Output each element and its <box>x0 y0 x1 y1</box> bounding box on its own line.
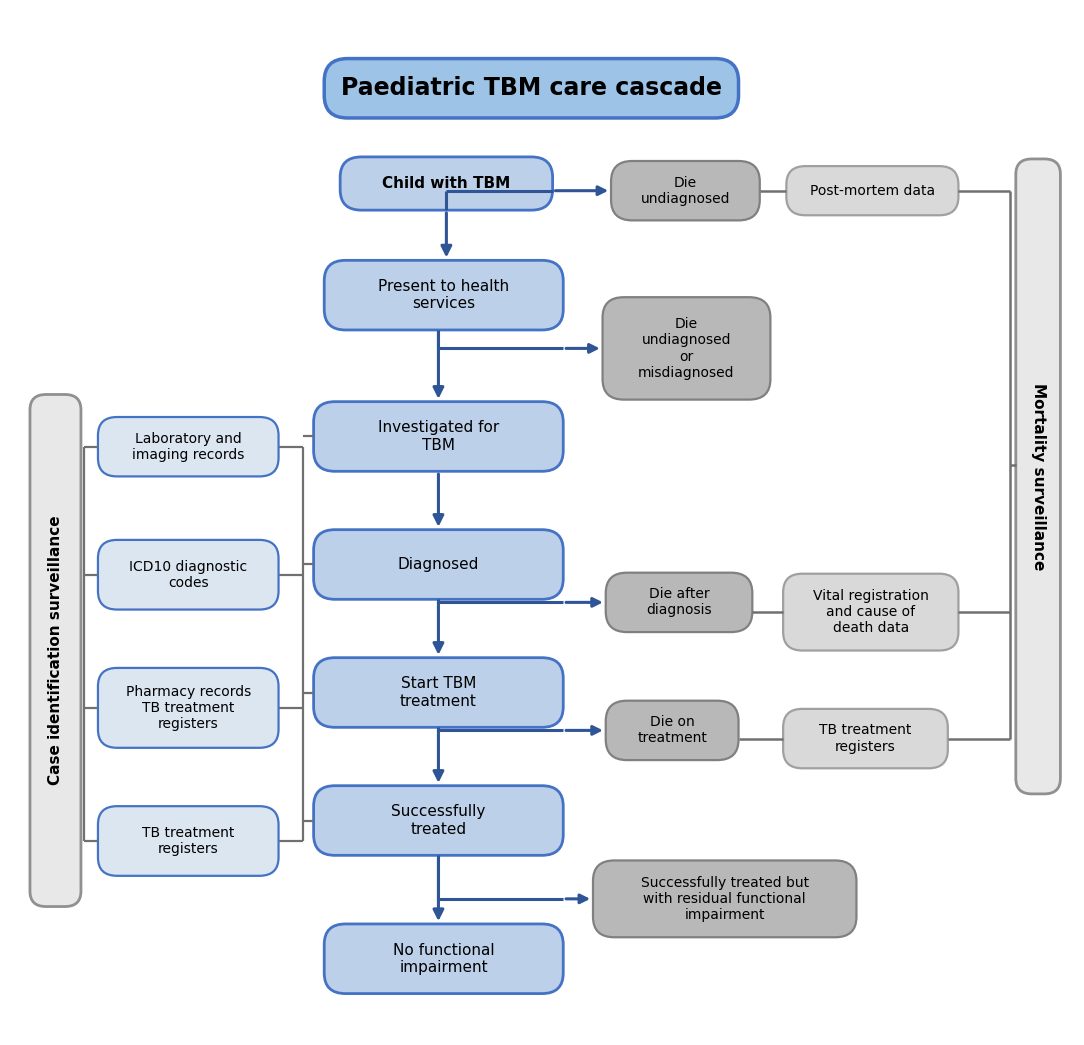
Text: Case identification surveillance: Case identification surveillance <box>48 515 63 786</box>
FancyBboxPatch shape <box>30 394 81 906</box>
Text: ICD10 diagnostic
codes: ICD10 diagnostic codes <box>129 560 247 589</box>
FancyBboxPatch shape <box>313 786 564 855</box>
FancyBboxPatch shape <box>786 166 958 215</box>
Text: Paediatric TBM care cascade: Paediatric TBM care cascade <box>340 76 722 100</box>
FancyBboxPatch shape <box>340 157 553 210</box>
Text: Die
undiagnosed: Die undiagnosed <box>641 176 731 206</box>
Text: Present to health
services: Present to health services <box>378 279 509 311</box>
FancyBboxPatch shape <box>98 806 279 876</box>
FancyBboxPatch shape <box>324 260 564 330</box>
Text: Start TBM
treatment: Start TBM treatment <box>400 676 477 709</box>
FancyBboxPatch shape <box>313 401 564 471</box>
FancyBboxPatch shape <box>324 59 738 118</box>
Text: Investigated for
TBM: Investigated for TBM <box>378 420 499 452</box>
Text: Laboratory and
imaging records: Laboratory and imaging records <box>132 432 244 462</box>
Text: Vital registration
and cause of
death data: Vital registration and cause of death da… <box>813 589 929 635</box>
Text: Child with TBM: Child with TBM <box>383 176 511 191</box>
FancyBboxPatch shape <box>611 161 760 220</box>
FancyBboxPatch shape <box>98 668 279 748</box>
Text: Diagnosed: Diagnosed <box>398 557 479 572</box>
Text: Mortality surveillance: Mortality surveillance <box>1031 382 1046 571</box>
FancyBboxPatch shape <box>313 657 564 727</box>
Text: TB treatment
registers: TB treatment registers <box>142 826 234 856</box>
Text: Post-mortem data: Post-mortem data <box>810 184 934 198</box>
Text: Successfully
treated: Successfully treated <box>391 805 486 837</box>
FancyBboxPatch shape <box>98 417 279 477</box>
FancyBboxPatch shape <box>783 574 958 650</box>
FancyBboxPatch shape <box>313 530 564 600</box>
Text: Die on
treatment: Die on treatment <box>637 715 707 745</box>
Text: Pharmacy records
TB treatment
registers: Pharmacy records TB treatment registers <box>126 684 250 732</box>
FancyBboxPatch shape <box>1016 159 1060 794</box>
Text: Successfully treated but
with residual functional
impairment: Successfully treated but with residual f… <box>641 876 809 922</box>
Text: TB treatment
registers: TB treatment registers <box>820 723 912 753</box>
FancyBboxPatch shape <box>98 540 279 609</box>
FancyBboxPatch shape <box>593 860 856 937</box>
FancyBboxPatch shape <box>603 297 771 399</box>
FancyBboxPatch shape <box>324 924 564 994</box>
Text: No functional
impairment: No functional impairment <box>392 943 494 975</box>
Text: Die
undiagnosed
or
misdiagnosed: Die undiagnosed or misdiagnosed <box>638 317 735 379</box>
FancyBboxPatch shape <box>783 709 947 768</box>
FancyBboxPatch shape <box>606 573 752 632</box>
FancyBboxPatch shape <box>606 701 738 760</box>
Text: Die after
diagnosis: Die after diagnosis <box>646 587 712 618</box>
